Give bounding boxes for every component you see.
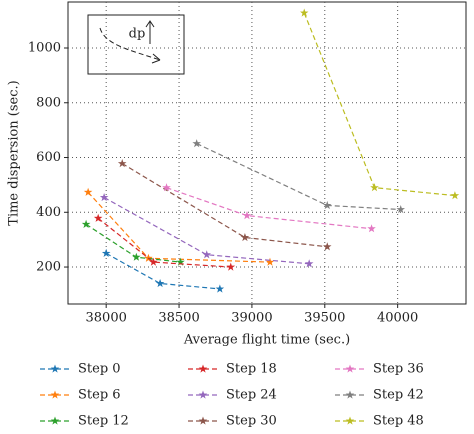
point-marker: [242, 211, 252, 220]
inset-up-arrowhead: [145, 20, 155, 28]
point-marker: [101, 248, 111, 257]
series-line: [303, 12, 455, 197]
legend-label: Step 30: [226, 414, 277, 429]
point-marker: [149, 257, 158, 266]
x-tick-label: 38500: [158, 311, 199, 326]
point-marker: [304, 259, 314, 268]
point-marker: [162, 183, 171, 192]
point-marker: [117, 159, 127, 168]
point-marker: [226, 262, 236, 271]
plot-frame: [67, 1, 467, 305]
point-marker: [240, 233, 250, 242]
series-line: [97, 217, 231, 268]
legend-label: Step 24: [226, 388, 277, 403]
point-marker: [323, 200, 332, 210]
point-marker: [202, 250, 211, 259]
inset-curve: [99, 27, 161, 61]
legend-marker: [345, 390, 355, 399]
point-marker: [192, 139, 201, 148]
y-tick-label: 600: [36, 150, 61, 165]
point-marker: [370, 183, 379, 192]
series-line: [105, 252, 220, 290]
legend-label: Step 36: [373, 362, 424, 377]
legend-marker: [345, 364, 355, 373]
point-marker: [176, 257, 185, 266]
legend-label: Step 0: [78, 362, 121, 377]
y-tick-label: 1000: [28, 40, 61, 55]
y-tick-label: 200: [36, 260, 61, 275]
point-marker: [265, 257, 275, 266]
point-marker: [93, 213, 103, 222]
legend-label: Step 6: [78, 388, 121, 403]
inset-label: dp: [129, 27, 146, 42]
point-marker: [81, 219, 91, 228]
point-marker: [300, 8, 309, 17]
legend-label: Step 48: [373, 414, 424, 429]
inset-arrowhead: [151, 53, 161, 64]
legend-marker: [198, 416, 208, 425]
y-tick-label: 800: [36, 95, 61, 110]
x-tick-label: 40000: [377, 311, 418, 326]
inset-box: [87, 14, 185, 75]
y-tick-label: 400: [36, 205, 61, 220]
x-tick-label: 39000: [231, 311, 272, 326]
series-line: [103, 196, 310, 265]
legend-label: Step 42: [373, 388, 424, 403]
x-tick-label: 39500: [304, 311, 345, 326]
legend-marker: [198, 390, 208, 399]
point-marker: [215, 284, 225, 293]
point-marker: [99, 193, 109, 202]
point-marker: [450, 191, 460, 200]
legend-marker: [198, 364, 208, 373]
legend-marker: [50, 390, 60, 399]
point-marker: [144, 253, 153, 262]
x-tick-label: 38000: [86, 311, 127, 326]
point-marker: [83, 187, 93, 196]
legend-label: Step 18: [226, 362, 277, 377]
series-line: [166, 187, 372, 230]
point-marker: [132, 252, 141, 261]
legend-marker: [50, 364, 60, 373]
point-marker: [155, 279, 165, 288]
x-axis-label: Average flight time (sec.): [183, 333, 350, 348]
point-marker: [367, 224, 376, 233]
legend-label: Step 12: [78, 414, 129, 429]
legend-marker: [50, 416, 60, 425]
y-axis-label: Time dispersion (sec.): [7, 80, 22, 225]
point-marker: [323, 242, 332, 251]
legend-marker: [345, 416, 355, 425]
point-marker: [396, 205, 405, 214]
series-line: [121, 163, 328, 248]
inset: dp: [87, 14, 185, 75]
